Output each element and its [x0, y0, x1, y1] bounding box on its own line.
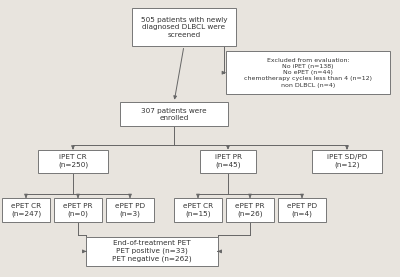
Text: iPET SD/PD
(n=12): iPET SD/PD (n=12) [327, 154, 367, 168]
Text: ePET PD
(n=4): ePET PD (n=4) [287, 203, 317, 217]
Text: ePET PR
(n=26): ePET PR (n=26) [235, 203, 265, 217]
FancyBboxPatch shape [120, 102, 228, 126]
Text: ePET PD
(n=3): ePET PD (n=3) [115, 203, 145, 217]
FancyBboxPatch shape [106, 198, 154, 222]
FancyBboxPatch shape [86, 237, 218, 266]
FancyBboxPatch shape [312, 150, 382, 173]
FancyBboxPatch shape [174, 198, 222, 222]
FancyBboxPatch shape [226, 51, 390, 94]
Text: ePET CR
(n=247): ePET CR (n=247) [11, 203, 41, 217]
FancyBboxPatch shape [2, 198, 50, 222]
Text: Excluded from evaluation:
No iPET (n=138)
No ePET (n=44)
chemotherapy cycles les: Excluded from evaluation: No iPET (n=138… [244, 58, 372, 88]
Text: ePET PR
(n=0): ePET PR (n=0) [63, 203, 93, 217]
FancyBboxPatch shape [54, 198, 102, 222]
FancyBboxPatch shape [226, 198, 274, 222]
Text: iPET PR
(n=45): iPET PR (n=45) [214, 154, 242, 168]
Text: ePET CR
(n=15): ePET CR (n=15) [183, 203, 213, 217]
FancyBboxPatch shape [132, 8, 236, 46]
FancyBboxPatch shape [38, 150, 108, 173]
FancyBboxPatch shape [278, 198, 326, 222]
Text: 307 patients were
enrolled: 307 patients were enrolled [141, 107, 207, 121]
FancyBboxPatch shape [200, 150, 256, 173]
Text: 505 patients with newly
diagnosed DLBCL were
screened: 505 patients with newly diagnosed DLBCL … [141, 17, 227, 37]
Text: End-of-treatment PET
PET positive (n=33)
PET negative (n=262): End-of-treatment PET PET positive (n=33)… [112, 240, 192, 262]
Text: iPET CR
(n=250): iPET CR (n=250) [58, 154, 88, 168]
